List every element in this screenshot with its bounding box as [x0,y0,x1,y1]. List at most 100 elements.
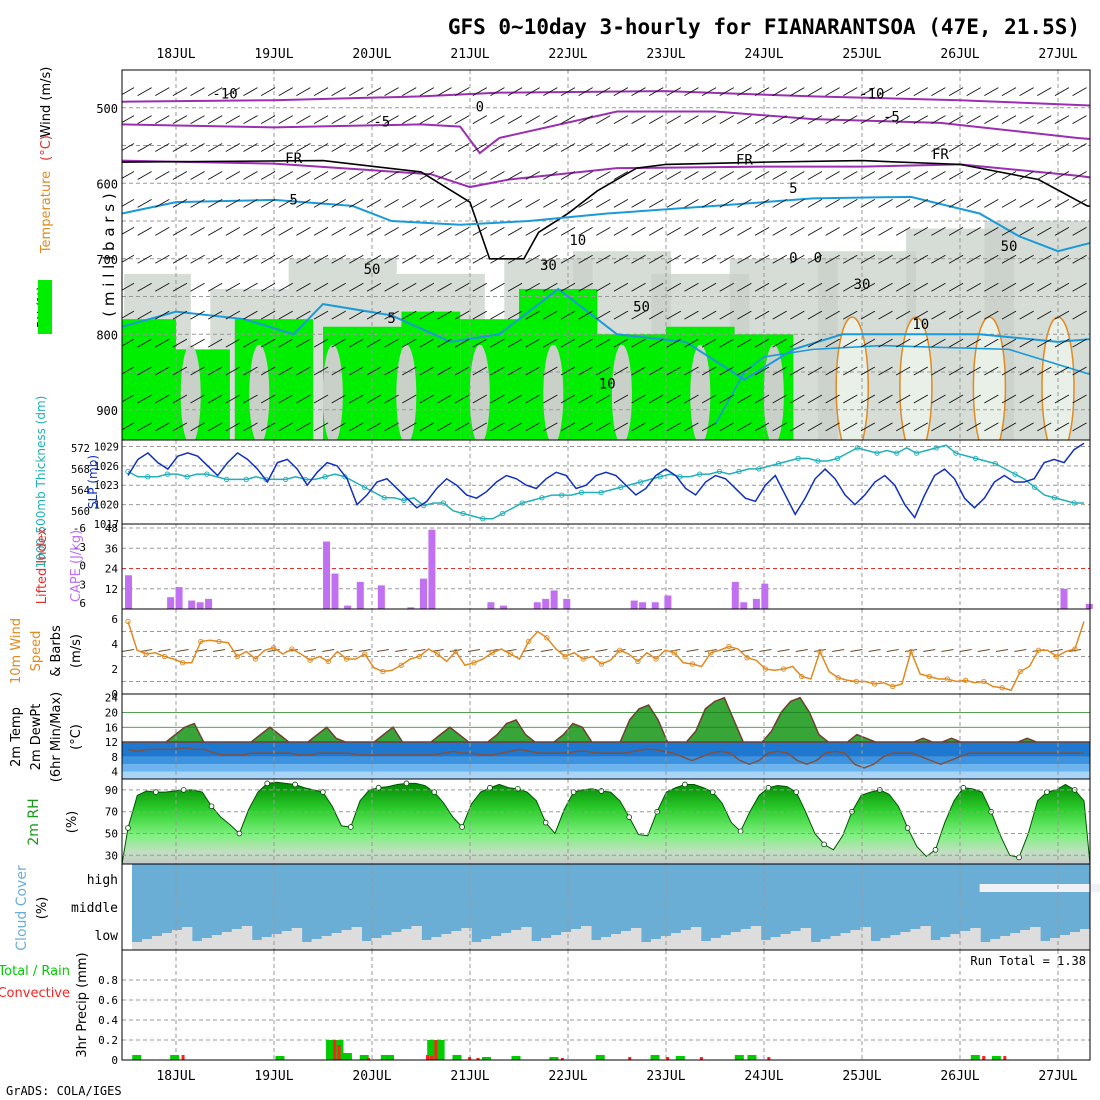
wind-barb [578,254,593,264]
wind-barb [137,310,152,320]
contour-label: -10 [859,87,884,103]
low-cloud-gap [441,934,452,950]
date-label-top: 25JUL [842,47,881,62]
wind-barb [613,422,629,432]
precip-conv-bar [366,1058,370,1060]
precip-conv-bar [476,1058,480,1060]
low-cloud-gap [231,929,243,950]
wind-barb [560,366,576,376]
low-cloud-gap [591,940,602,950]
low-cloud-gap [311,939,323,950]
wind-barb [984,143,999,152]
thickness-tick: 572 [71,443,90,455]
temp-tick: 4 [111,766,118,779]
cape-bar [651,602,659,609]
wind-barb [1054,87,1070,97]
low-cloud-gap [611,934,622,950]
low-cloud-gap [331,933,343,950]
wind-barb [578,338,593,348]
wind-barb [366,171,382,180]
cape-bar [1085,603,1093,609]
wind-barb [948,254,964,264]
low-cloud-gap [281,931,293,950]
wind-barb [313,226,329,236]
panel-precip: 0.8 0.6 0.4 0.2 0 3hr Precip (mm) Total / Rain… [0,949,1091,1067]
wind-barb [190,143,205,152]
wind-barb-10m [249,649,262,652]
wind-barb [402,310,417,320]
wind-barb [190,87,205,97]
low-cloud-gap [371,938,382,950]
wind-barb [172,199,188,208]
wind-barb [331,282,346,292]
wind-barb [913,254,929,264]
thickness-line-point [913,450,920,456]
wind-barb [437,310,452,320]
wind-barb [454,143,470,152]
wind-barb [878,226,893,236]
dewpoint-band [122,764,1090,772]
wind-barb [1089,430,1090,431]
wind-barb [525,310,540,320]
low-cloud-gap [1000,936,1011,950]
wind-barb [984,87,999,97]
wind-barb [1037,254,1052,264]
wind-barb [190,338,205,348]
slp-tick: 1029 [94,441,119,453]
wind-barb [172,422,188,432]
wind-barb [225,226,241,236]
low-cloud-gap [1080,929,1091,950]
temp-area [122,696,1090,743]
wind-barb [243,366,258,376]
rh-point [292,781,298,788]
wind-barb [825,366,840,376]
wind-barb [895,87,911,97]
wind-barb [349,254,364,264]
pressure-tick: 800 [96,328,118,342]
wind-barb [243,282,258,292]
wind-barb [684,310,699,320]
wind-barb [1089,346,1090,347]
wind-barb [560,282,576,292]
cape-bar [752,598,760,609]
warm-column [835,316,869,440]
rh-point [431,789,438,795]
wind-barb [1054,282,1070,292]
wind-barb [1089,179,1090,180]
wind-barb [454,282,470,292]
rh-dry-column [396,344,417,440]
wind-barb [1089,95,1090,96]
wind-barb [225,254,241,264]
wind-barb [313,282,329,292]
wind-barb [737,115,752,124]
wind-barb [878,199,893,208]
wind-barb [666,143,682,152]
wind-speed-line [127,621,1085,692]
wind-speed-line-point [198,638,204,645]
wind-barb [543,171,558,180]
wind-barb [807,422,823,432]
wind-barb [984,366,999,376]
wind-barb-10m [649,649,663,652]
wind-barb [137,143,152,152]
wind-barb [207,143,223,152]
wind-barb [1001,310,1017,320]
cape-bar [500,605,508,609]
wind-barb [1089,151,1090,152]
wind-barb-10m [558,649,572,652]
low-cloud-gap [601,937,612,950]
wind-barb [419,310,435,320]
wind-barb [525,226,540,236]
low-cloud-gap [531,941,542,950]
wind-barb [843,254,858,264]
wind-barb [860,282,876,292]
wind-barb [525,171,540,180]
thickness-tick: 560 [71,506,90,518]
wind-barb [1089,318,1090,319]
thickness-line-point [519,500,525,506]
wind-barb [419,338,435,348]
warm-column [972,316,1007,440]
wind-barb [948,226,964,236]
wind-speed-line-point [161,653,168,660]
